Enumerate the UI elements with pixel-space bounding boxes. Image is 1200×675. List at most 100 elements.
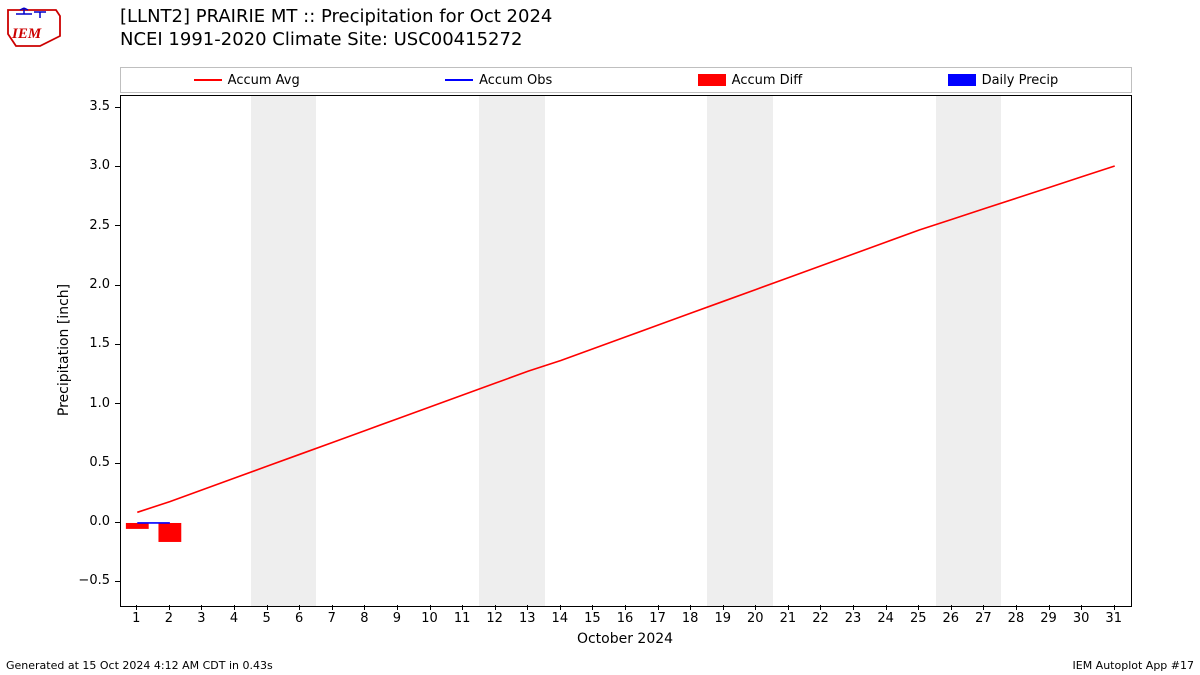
- x-tick-mark: [951, 605, 952, 610]
- x-tick-label: 16: [617, 611, 634, 626]
- x-tick-label: 9: [393, 611, 401, 626]
- x-tick-mark: [723, 605, 724, 610]
- x-tick-label: 2: [165, 611, 173, 626]
- y-tick-label: 3.0: [89, 158, 110, 173]
- x-tick-label: 7: [328, 611, 336, 626]
- chart-title: [LLNT2] PRAIRIE MT :: Precipitation for …: [120, 6, 552, 51]
- x-tick-mark: [918, 605, 919, 610]
- legend-item: Accum Diff: [698, 73, 803, 88]
- x-tick-label: 27: [975, 611, 992, 626]
- x-tick-mark: [853, 605, 854, 610]
- y-tick-mark: [115, 107, 120, 108]
- line-series: [137, 166, 1114, 512]
- x-tick-label: 21: [780, 611, 797, 626]
- x-tick-label: 1: [132, 611, 140, 626]
- x-tick-mark: [397, 605, 398, 610]
- x-tick-label: 5: [262, 611, 270, 626]
- legend-item: Accum Avg: [194, 73, 300, 88]
- x-tick-label: 17: [649, 611, 666, 626]
- x-tick-mark: [201, 605, 202, 610]
- y-tick-label: 2.5: [89, 218, 110, 233]
- plot-area: [120, 95, 1132, 607]
- x-tick-mark: [267, 605, 268, 610]
- x-tick-mark: [430, 605, 431, 610]
- x-tick-mark: [690, 605, 691, 610]
- bar: [126, 523, 149, 529]
- x-tick-mark: [886, 605, 887, 610]
- x-tick-label: 24: [877, 611, 894, 626]
- x-tick-label: 31: [1105, 611, 1122, 626]
- y-tick-mark: [115, 166, 120, 167]
- y-tick-mark: [115, 522, 120, 523]
- x-tick-mark: [788, 605, 789, 610]
- x-tick-label: 12: [486, 611, 503, 626]
- y-tick-mark: [115, 463, 120, 464]
- x-tick-label: 3: [197, 611, 205, 626]
- x-tick-label: 10: [421, 611, 438, 626]
- title-line-2: NCEI 1991-2020 Climate Site: USC00415272: [120, 29, 552, 52]
- svg-text:IEM: IEM: [11, 26, 42, 42]
- y-tick-label: 0.0: [89, 514, 110, 529]
- x-tick-mark: [1081, 605, 1082, 610]
- x-tick-mark: [560, 605, 561, 610]
- legend-label: Daily Precip: [982, 73, 1059, 88]
- x-tick-mark: [136, 605, 137, 610]
- x-tick-mark: [755, 605, 756, 610]
- y-tick-mark: [115, 403, 120, 404]
- x-tick-mark: [983, 605, 984, 610]
- y-tick-label: 2.0: [89, 277, 110, 292]
- x-tick-mark: [495, 605, 496, 610]
- x-tick-label: 13: [519, 611, 536, 626]
- x-tick-mark: [1016, 605, 1017, 610]
- x-tick-mark: [332, 605, 333, 610]
- x-tick-label: 18: [682, 611, 699, 626]
- x-tick-label: 26: [943, 611, 960, 626]
- legend-item: Daily Precip: [948, 73, 1059, 88]
- x-tick-mark: [234, 605, 235, 610]
- legend-swatch: [948, 74, 976, 86]
- legend-swatch: [194, 79, 222, 81]
- y-tick-mark: [115, 344, 120, 345]
- x-tick-label: 19: [714, 611, 731, 626]
- legend: Accum Avg Accum Obs Accum Diff Daily Precip: [120, 67, 1132, 93]
- plot-svg: [121, 96, 1131, 606]
- x-tick-label: 29: [1040, 611, 1057, 626]
- x-tick-label: 11: [454, 611, 471, 626]
- x-tick-label: 25: [910, 611, 927, 626]
- x-tick-mark: [1049, 605, 1050, 610]
- y-tick-label: 0.5: [89, 455, 110, 470]
- y-tick-mark: [115, 581, 120, 582]
- x-tick-label: 6: [295, 611, 303, 626]
- y-axis-label: Precipitation [inch]: [56, 284, 72, 416]
- footer-appid: IEM Autoplot App #17: [1073, 659, 1195, 672]
- legend-label: Accum Diff: [732, 73, 803, 88]
- legend-label: Accum Obs: [479, 73, 552, 88]
- legend-swatch: [445, 79, 473, 81]
- y-tick-label: −0.5: [78, 573, 110, 588]
- x-tick-label: 8: [360, 611, 368, 626]
- x-tick-mark: [658, 605, 659, 610]
- x-tick-label: 28: [1008, 611, 1025, 626]
- x-tick-mark: [1114, 605, 1115, 610]
- iem-logo: IEM: [6, 4, 62, 48]
- y-tick-mark: [115, 225, 120, 226]
- bar: [158, 523, 181, 542]
- x-tick-mark: [169, 605, 170, 610]
- x-tick-label: 20: [747, 611, 764, 626]
- x-axis-label: October 2024: [577, 631, 673, 647]
- x-tick-mark: [820, 605, 821, 610]
- x-tick-label: 14: [552, 611, 569, 626]
- legend-label: Accum Avg: [228, 73, 300, 88]
- x-tick-mark: [625, 605, 626, 610]
- x-tick-mark: [462, 605, 463, 610]
- y-tick-label: 3.5: [89, 99, 110, 114]
- y-tick-mark: [115, 285, 120, 286]
- x-tick-label: 30: [1073, 611, 1090, 626]
- x-tick-mark: [364, 605, 365, 610]
- x-tick-label: 4: [230, 611, 238, 626]
- x-tick-label: 23: [845, 611, 862, 626]
- y-tick-label: 1.0: [89, 396, 110, 411]
- footer-generated: Generated at 15 Oct 2024 4:12 AM CDT in …: [6, 659, 273, 672]
- x-tick-mark: [527, 605, 528, 610]
- legend-item: Accum Obs: [445, 73, 552, 88]
